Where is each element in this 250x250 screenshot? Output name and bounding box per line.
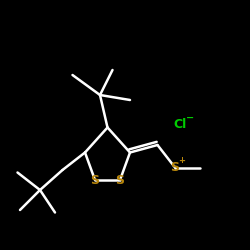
Text: +: + <box>178 156 186 165</box>
Text: S: S <box>170 161 179 174</box>
Text: Cl: Cl <box>174 118 186 132</box>
Text: S: S <box>90 174 100 186</box>
Text: −: − <box>186 113 194 123</box>
Text: S: S <box>116 174 124 186</box>
